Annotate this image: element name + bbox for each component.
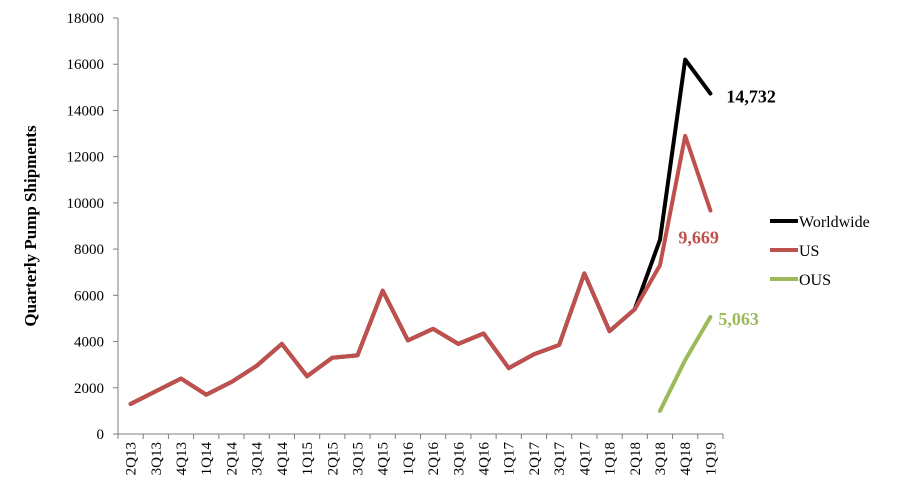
legend: Worldwide US OUS xyxy=(770,214,870,289)
legend-label-worldwide: Worldwide xyxy=(799,214,870,231)
data-label-worldwide: 14,732 xyxy=(726,87,776,107)
y-tick-label: 2000 xyxy=(74,381,104,397)
x-tick-label: 1Q14 xyxy=(199,442,215,476)
x-tick-label: 2Q18 xyxy=(628,442,644,475)
x-tick-label: 1Q18 xyxy=(603,442,619,475)
x-tick-label: 3Q13 xyxy=(149,442,165,475)
x-tick-label: 3Q15 xyxy=(350,442,366,475)
series-line-us xyxy=(128,133,713,406)
y-tick-label: 14000 xyxy=(67,103,105,119)
y-tick-label: 4000 xyxy=(74,335,104,351)
legend-label-ous: OUS xyxy=(799,272,831,289)
x-tick-label: 4Q15 xyxy=(376,442,392,475)
x-tick-label: 3Q17 xyxy=(552,442,568,476)
x-tick-label: 1Q17 xyxy=(502,442,518,476)
x-tick-label: 4Q14 xyxy=(275,442,291,476)
y-tick-label: 8000 xyxy=(74,242,104,258)
x-tick-label: 1Q16 xyxy=(401,442,417,476)
y-axis-label: Quarterly Pump Shipments xyxy=(21,125,40,327)
x-tick-label: 3Q14 xyxy=(250,442,266,476)
x-tick-label: 2Q17 xyxy=(527,442,543,476)
y-tick-label: 0 xyxy=(97,427,105,443)
x-tick-label: 2Q16 xyxy=(426,442,442,476)
series-layer xyxy=(128,57,713,413)
data-label-ous: 5,063 xyxy=(718,309,759,329)
data-label-us: 9,669 xyxy=(678,228,719,248)
y-tick-label: 16000 xyxy=(67,57,105,73)
x-tick-label: 3Q16 xyxy=(451,442,467,476)
x-tick-label: 4Q17 xyxy=(577,442,593,476)
series-line-ous xyxy=(657,314,713,413)
y-tick-label: 18000 xyxy=(67,11,105,27)
x-tick-label: 4Q13 xyxy=(174,442,190,475)
x-tick-label: 2Q14 xyxy=(224,442,240,476)
x-tick-label: 2Q13 xyxy=(124,442,140,475)
x-axis: 2Q13 3Q13 4Q13 1Q14 2Q14 3Q14 4Q14 1Q15 2Q15 3Q15… xyxy=(117,433,724,476)
x-tick-label: 2Q15 xyxy=(325,442,341,475)
x-tick-label: 1Q19 xyxy=(703,442,719,475)
x-tick-label: 4Q18 xyxy=(678,442,694,475)
legend-label-us: US xyxy=(799,243,819,260)
x-tick-label: 1Q15 xyxy=(300,442,316,475)
x-tick-label: 4Q16 xyxy=(477,442,493,476)
series-line-worldwide xyxy=(128,57,713,406)
annotation-layer: 14,732 9,669 5,063 xyxy=(678,87,776,329)
x-tick-label: 3Q18 xyxy=(653,442,669,475)
y-tick-label: 10000 xyxy=(67,196,105,212)
y-tick-label: 6000 xyxy=(74,288,104,304)
y-tick-label: 12000 xyxy=(67,150,105,166)
y-axis: 0 2000 4000 6000 8000 10000 12000 14000 16000 180… xyxy=(67,11,119,443)
